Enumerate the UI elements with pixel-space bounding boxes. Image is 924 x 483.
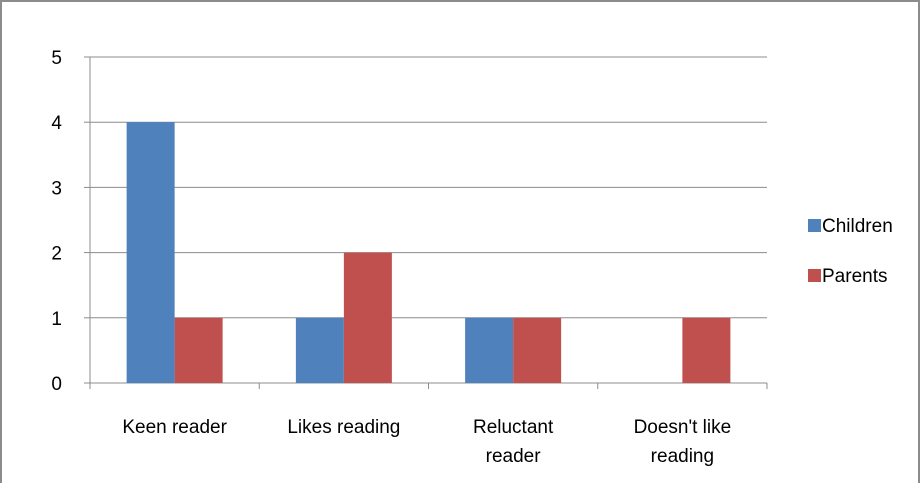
gridlines <box>90 56 767 319</box>
bars <box>126 122 731 383</box>
y-tick-label: 1 <box>51 309 62 330</box>
legend: Children Parents <box>808 216 893 287</box>
y-tick-label: 3 <box>51 178 62 199</box>
tick-labels: 0 1 2 3 4 5 Keen reader Likes reading Reluctant r… <box>51 48 731 467</box>
legend-swatch-parents <box>808 269 821 282</box>
bar-children-likes-reading <box>295 317 344 383</box>
bar-parents-keen-reader <box>174 317 223 383</box>
legend-label-children: Children <box>822 216 893 237</box>
x-category-label: Keen reader <box>122 417 227 438</box>
x-category-label: Likes reading <box>287 417 400 438</box>
bar-parents-likes-reading <box>343 252 392 383</box>
y-tick-label: 2 <box>51 244 62 265</box>
x-category-label: Doesn't like <box>634 417 732 438</box>
legend-label-parents: Parents <box>822 266 887 287</box>
bar-children-keen-reader <box>126 122 175 383</box>
x-category-label: Reluctant <box>473 417 554 438</box>
x-category-label: reader <box>486 446 542 467</box>
y-tick-label: 4 <box>51 113 62 134</box>
bar-children-reluctant-reader <box>465 317 514 383</box>
x-category-label: reading <box>651 446 714 467</box>
bar-parents-doesn-t-like-reading <box>682 317 731 383</box>
bar-parents-reluctant-reader <box>513 317 562 383</box>
legend-swatch-children <box>808 219 821 232</box>
y-tick-label: 0 <box>51 374 62 395</box>
y-tick-label: 5 <box>51 48 62 69</box>
